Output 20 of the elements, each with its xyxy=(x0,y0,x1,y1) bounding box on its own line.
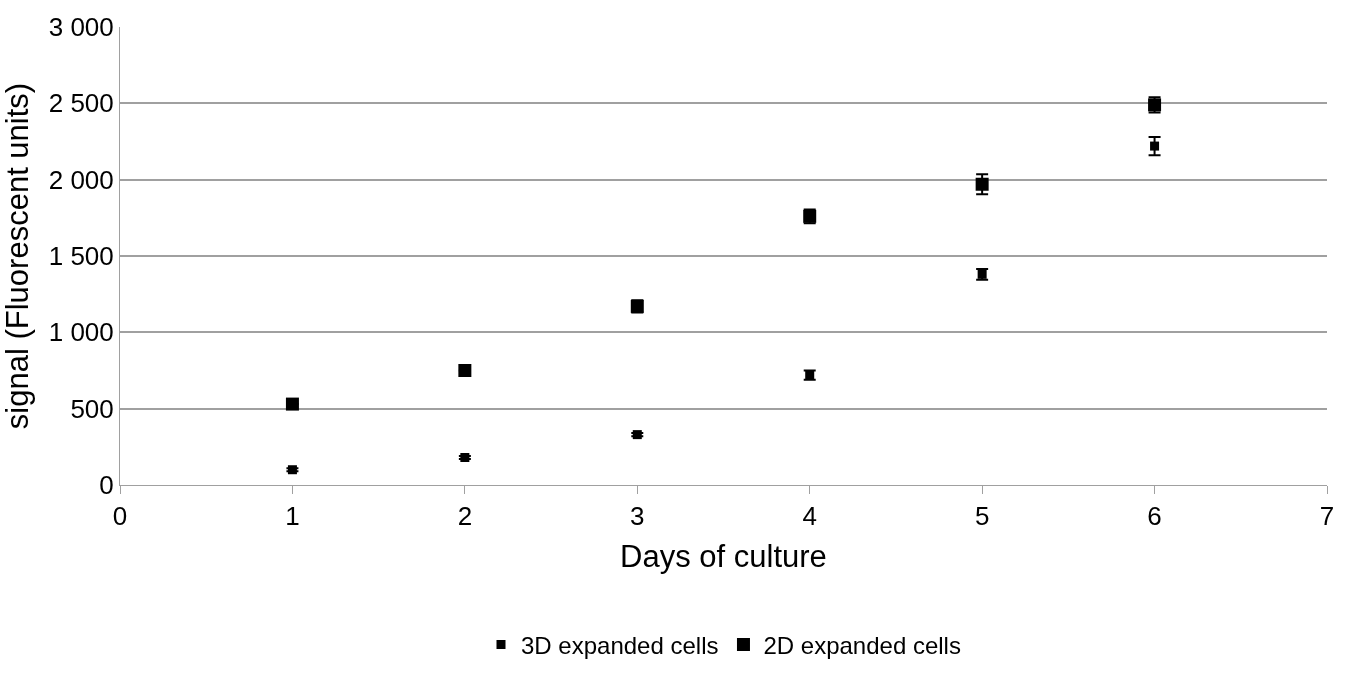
x-tick-label: 2 xyxy=(457,501,473,532)
x-tick-label: 7 xyxy=(1319,501,1335,532)
y-tick-label: 1 000 xyxy=(48,317,114,348)
x-axis-title: Days of culture xyxy=(620,539,827,575)
x-tick-label: 5 xyxy=(974,501,990,532)
y-tick-label: 2 500 xyxy=(48,88,114,119)
legend-label: 3D expanded cells xyxy=(521,631,719,659)
y-tick-label: 2 000 xyxy=(48,164,114,195)
y-axis-title: signal (Fluorescent units) xyxy=(0,82,35,430)
x-tick-label: 1 xyxy=(285,501,300,532)
y-tick-label: 500 xyxy=(70,393,114,424)
y-tick-label: 0 xyxy=(99,470,114,501)
legend-label: 2D expanded cells xyxy=(763,631,961,659)
point xyxy=(285,397,299,411)
x-tick-label: 4 xyxy=(802,501,817,532)
y-tick-label: 1 500 xyxy=(48,241,114,272)
x-tick-label: 6 xyxy=(1147,501,1162,532)
x-tick-label: 3 xyxy=(630,501,645,532)
y-tick-label: 3 000 xyxy=(48,12,114,43)
point xyxy=(458,364,472,377)
